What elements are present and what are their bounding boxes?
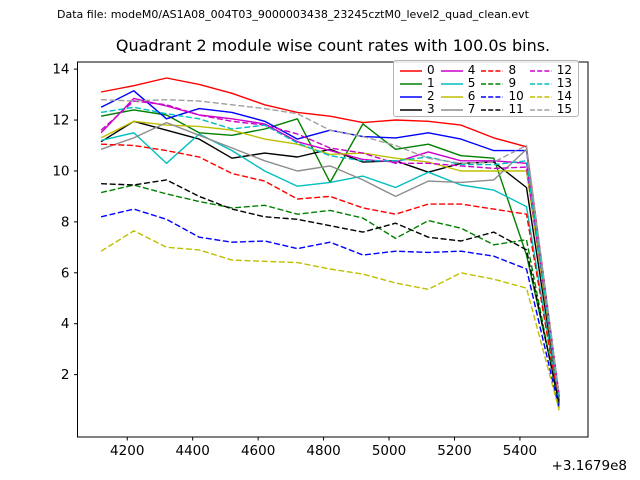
- legend-item-6: 6: [440, 89, 476, 103]
- y-tick-label: 4: [61, 316, 70, 332]
- legend-label: 7: [467, 102, 476, 116]
- legend-label: 12: [556, 63, 572, 77]
- legend-line-swatch: [440, 69, 463, 72]
- series-line-11: [101, 179, 560, 405]
- legend-line-swatch: [440, 82, 463, 85]
- legend-item-13: 13: [529, 76, 572, 90]
- x-tick-label: 5400: [503, 443, 537, 459]
- legend-label: 8: [508, 63, 517, 77]
- legend-line-swatch: [400, 69, 422, 72]
- legend-line-swatch: [481, 82, 504, 85]
- legend-label: 2: [427, 89, 435, 103]
- legend-item-2: 2: [400, 90, 435, 103]
- series-line-9: [100, 184, 560, 408]
- axes-frame: [77, 61, 589, 438]
- legend-line-swatch: [400, 82, 422, 85]
- legend-item-11: 11: [481, 102, 524, 116]
- legend-label: 15: [556, 102, 572, 116]
- legend-line-swatch: [529, 108, 552, 111]
- series-line-12: [100, 100, 560, 397]
- legend-item-10: 10: [481, 89, 524, 103]
- legend-item-4: 4: [440, 63, 476, 77]
- legend-item-8: 8: [481, 64, 523, 77]
- legend-item-1: 1: [400, 77, 435, 90]
- legend-line-swatch: [481, 108, 504, 111]
- series-line-15: [101, 98, 560, 396]
- series-line-14: [100, 230, 560, 411]
- series-line-6: [100, 120, 560, 399]
- legend-label: 9: [508, 76, 517, 90]
- legend-label: 3: [427, 102, 435, 116]
- legend-label: 0: [427, 63, 435, 77]
- legend-label: 5: [467, 76, 476, 90]
- series-line-13: [100, 106, 560, 398]
- series-line-4: [100, 97, 560, 396]
- series-line-5: [100, 132, 560, 405]
- legend-label: 4: [467, 63, 476, 77]
- x-tick-label: 4600: [241, 443, 275, 459]
- x-tick-label: 4200: [110, 443, 144, 459]
- legend-item-3: 3: [400, 103, 435, 116]
- datafile-text: Data file: modeM0/AS1A08_004T03_90000034…: [57, 8, 529, 21]
- x-tick-label: 4400: [176, 443, 210, 459]
- legend-line-swatch: [529, 95, 552, 98]
- legend-label: 14: [556, 89, 572, 103]
- x-tick-label: 5000: [372, 443, 406, 459]
- legend-line-swatch: [400, 108, 422, 111]
- x-tick-label: 4800: [306, 443, 340, 459]
- y-tick-label: 2: [61, 367, 70, 383]
- x-axis-offset-label: +3.1679e8: [551, 458, 627, 474]
- series-line-0: [100, 77, 560, 397]
- series-line-8: [101, 143, 560, 406]
- legend-label: 10: [508, 89, 524, 103]
- y-tick-label: 8: [61, 214, 70, 230]
- legend-item-7: 7: [440, 102, 476, 116]
- y-tick-label: 14: [52, 62, 69, 78]
- legend-line-swatch: [481, 95, 504, 98]
- legend-line-swatch: [529, 69, 552, 72]
- legend-item-5: 5: [440, 76, 476, 90]
- series-line-7: [100, 121, 560, 403]
- y-tick-label: 12: [52, 113, 69, 129]
- legend-item-12: 12: [529, 63, 572, 77]
- legend-line-swatch: [440, 95, 463, 98]
- legend-item-9: 9: [481, 77, 523, 90]
- legend-line-swatch: [529, 82, 552, 85]
- legend-item-14: 14: [529, 89, 572, 103]
- series-line-3: [100, 120, 560, 401]
- y-tick-label: 6: [61, 265, 70, 281]
- legend-label: 13: [556, 76, 572, 90]
- legend-line-swatch: [400, 95, 422, 98]
- legend-item-0: 0: [400, 64, 435, 77]
- y-tick-label: 10: [52, 163, 69, 179]
- chart-title: Quadrant 2 module wise count rates with …: [115, 36, 551, 55]
- legend-line-swatch: [440, 108, 463, 111]
- legend-label: 6: [467, 89, 476, 103]
- legend-label: 11: [508, 102, 524, 116]
- legend-line-swatch: [481, 69, 504, 72]
- x-tick-label: 5200: [437, 443, 471, 459]
- series-line-10: [100, 208, 560, 410]
- legend-item-15: 15: [529, 102, 572, 116]
- legend-label: 1: [427, 76, 435, 90]
- legend: 0 4 8 12 1 5 9 13 2 6 10 14 3 7 11 15: [393, 60, 579, 117]
